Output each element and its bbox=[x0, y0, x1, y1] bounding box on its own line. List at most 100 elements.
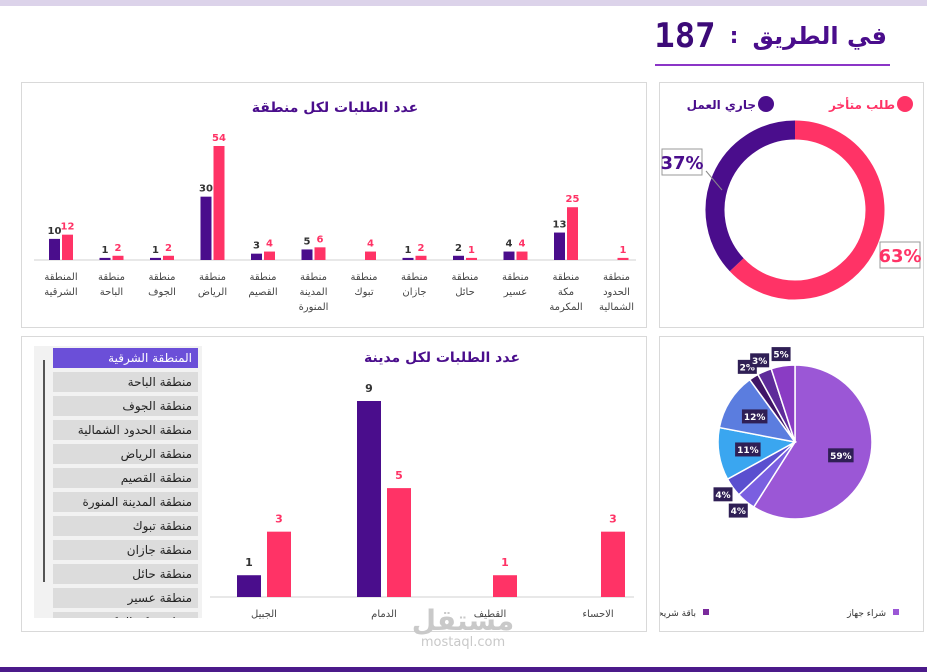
region-category-label: المنورة bbox=[299, 302, 329, 313]
slicer-item[interactable]: منطقة الجوف bbox=[53, 396, 198, 416]
region-bar-delayed bbox=[516, 251, 528, 260]
region-slicer[interactable]: المنطقة الشرقية منطقة الباحة منطقة الجوف من… bbox=[34, 346, 202, 618]
region-label-delayed: 2 bbox=[418, 243, 425, 254]
city-category-label: الدمام bbox=[371, 609, 397, 620]
region-category-label: الحدود bbox=[603, 287, 630, 298]
slicer-item[interactable]: منطقة جازان bbox=[53, 540, 198, 560]
status-donut-chart: طلب متأخر جاري العمل 63% 37% bbox=[660, 96, 922, 300]
watermark-en: mostaql.com bbox=[420, 635, 506, 650]
region-bar-delayed bbox=[415, 255, 427, 260]
donut-slice-label: 37% bbox=[660, 153, 703, 174]
region-label-delayed: 2 bbox=[165, 243, 172, 254]
region-label-in-progress: 1 bbox=[102, 245, 109, 256]
region-category-label: الشمالية bbox=[599, 302, 634, 313]
pie-legend-label: شراء جهاز bbox=[846, 609, 886, 619]
header-underline bbox=[655, 64, 890, 66]
region-category-label: عسير bbox=[503, 287, 527, 298]
service-pie-chart: 59% 4%4% 11% 12% 2%3% 5% شراء جهاز باقة شريحة ب… bbox=[595, 347, 899, 619]
city-label-delayed: 3 bbox=[609, 513, 617, 526]
slicer-scrollbar[interactable] bbox=[43, 360, 45, 582]
region-bar-in-progress bbox=[453, 255, 464, 260]
region-label-delayed: 6 bbox=[317, 234, 324, 245]
slicer-item[interactable]: منطقة المدينة المنورة bbox=[53, 492, 198, 512]
region-category-label: مكة bbox=[558, 287, 574, 298]
region-category-label: منطقة bbox=[199, 272, 226, 283]
region-category-label: منطقة bbox=[149, 272, 176, 283]
city-bar-delayed bbox=[601, 531, 625, 597]
slicer-item[interactable]: المنطقة الشرقية bbox=[53, 348, 198, 368]
region-bar-delayed bbox=[62, 234, 73, 260]
slicer-item[interactable]: منطقة الحدود الشمالية bbox=[53, 420, 198, 440]
city-bar-delayed bbox=[267, 531, 291, 597]
slicer-item[interactable]: منطقة الرياض bbox=[53, 444, 198, 464]
region-label-delayed: 12 bbox=[61, 222, 75, 233]
region-label-delayed: 4 bbox=[266, 239, 273, 250]
pie-slice bbox=[770, 364, 796, 443]
pie-label-box bbox=[828, 448, 854, 463]
region-bar-in-progress bbox=[503, 251, 515, 260]
region-category-label: الجوف bbox=[148, 287, 176, 298]
city-bar-delayed bbox=[387, 488, 411, 597]
slicer-item[interactable]: منطقة الباحة bbox=[53, 372, 198, 392]
region-category-label: منطقة bbox=[401, 272, 428, 283]
region-bar-delayed bbox=[466, 257, 477, 260]
city-bar-in-progress bbox=[357, 401, 381, 597]
region-bar-in-progress bbox=[301, 249, 313, 260]
region-label-in-progress: 1 bbox=[152, 245, 159, 256]
bottom-accent-bar bbox=[0, 667, 927, 672]
region-category-label: منطقة bbox=[502, 272, 529, 283]
region-label-delayed: 4 bbox=[519, 239, 526, 250]
region-label-in-progress: 10 bbox=[48, 226, 62, 237]
slicer-item[interactable]: منطقة حائل bbox=[53, 564, 198, 584]
region-category-label: الباحة bbox=[100, 287, 123, 298]
donut-legend-label: طلب متأخر bbox=[828, 97, 895, 112]
region-bar-delayed bbox=[264, 251, 275, 260]
donut-legend-marker bbox=[758, 96, 774, 112]
region-label-delayed: 54 bbox=[212, 133, 226, 144]
slicer-item[interactable]: منطقة تبوك bbox=[53, 516, 198, 536]
region-label-in-progress: 30 bbox=[199, 184, 213, 195]
pie-label-box bbox=[750, 353, 770, 368]
region-category-label: القصيم bbox=[248, 287, 277, 298]
pie-label-box bbox=[771, 347, 791, 362]
donut-label-box bbox=[879, 241, 921, 269]
pie-slice-label: 5% bbox=[773, 351, 788, 361]
kpi-label: في الطريق bbox=[752, 22, 887, 50]
slicer-item[interactable]: منطقة مكة المكرمة bbox=[53, 612, 198, 618]
region-label-delayed: 2 bbox=[115, 243, 122, 254]
region-category-label: المدينة bbox=[299, 287, 327, 298]
pie-slice bbox=[752, 364, 873, 520]
region-category-label: تبوك bbox=[354, 287, 373, 298]
pie-slice-label: 4% bbox=[715, 491, 730, 501]
pie-slice-label: 2% bbox=[740, 363, 755, 373]
region-category-label: منطقة bbox=[351, 272, 378, 283]
region-category-label: المكرمة bbox=[549, 302, 582, 313]
region-bar-delayed bbox=[163, 255, 174, 260]
donut-slice bbox=[705, 120, 796, 272]
region-bar-in-progress bbox=[49, 238, 60, 260]
region-category-label: الرياض bbox=[198, 287, 227, 298]
region-category-label: منطقة bbox=[300, 272, 327, 283]
region-category-label: منطقة bbox=[250, 272, 277, 283]
region-category-label: منطقة bbox=[603, 272, 630, 283]
pie-label-box bbox=[713, 487, 733, 502]
region-bar-in-progress bbox=[150, 257, 161, 260]
slicer-item[interactable]: منطقة عسير bbox=[53, 588, 198, 608]
pie-slice-label: 3% bbox=[752, 357, 767, 367]
slicer-item[interactable]: منطقة القصيم bbox=[53, 468, 198, 488]
watermark-ar: مستقل bbox=[411, 604, 515, 637]
city-label-in-progress: 1 bbox=[245, 556, 253, 569]
kpi-colon: : bbox=[729, 23, 739, 49]
region-chart-panel: عدد الطلبات لكل منطقة 10 12 المنطقة الشرقية 1… bbox=[21, 82, 647, 328]
pie-slice-label: 12% bbox=[744, 413, 766, 423]
region-bar-in-progress bbox=[200, 196, 212, 260]
region-bar-in-progress bbox=[554, 232, 565, 260]
top-accent-bar bbox=[0, 0, 927, 6]
city-category-label: الاحساء bbox=[582, 609, 613, 620]
region-bar-delayed bbox=[365, 251, 376, 260]
donut-slice bbox=[729, 120, 885, 300]
region-label-delayed: 1 bbox=[620, 245, 627, 256]
region-category-label: حائل bbox=[455, 287, 475, 298]
city-bar-delayed bbox=[493, 575, 517, 597]
